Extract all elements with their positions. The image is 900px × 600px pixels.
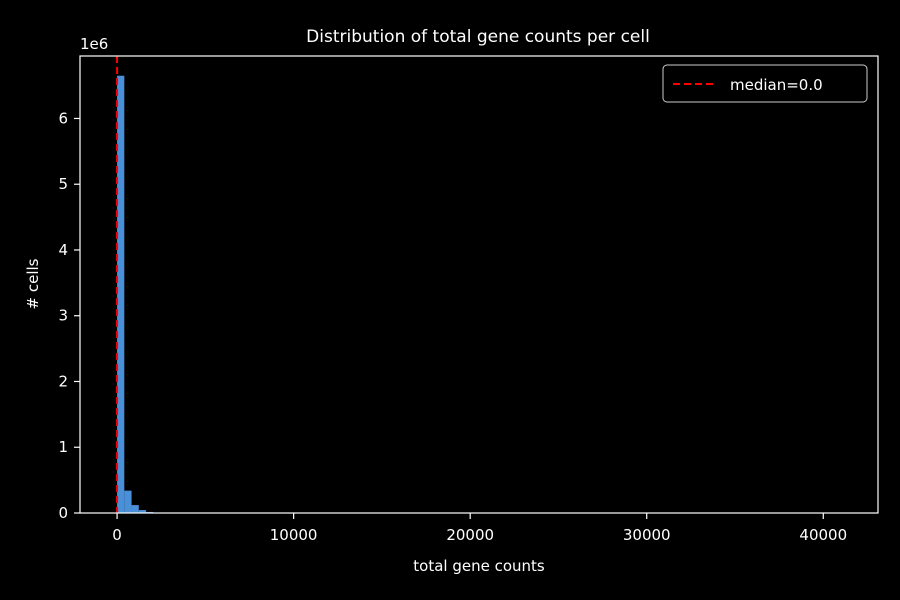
x-axis-ticks: 0 10000 20000 30000 40000: [112, 513, 847, 544]
x-axis-label: total gene counts: [413, 557, 545, 575]
legend: median=0.0: [662, 64, 868, 103]
histogram-bar-2: [131, 505, 139, 513]
y-axis-label: # cells: [24, 258, 42, 309]
x-tick-label-1: 10000: [270, 526, 318, 544]
histogram-bar-0: [117, 75, 125, 513]
y-tick-label-3: 3: [58, 307, 68, 325]
y-tick-label-6: 6: [58, 109, 68, 127]
y-axis-offset-label: 1e6: [80, 35, 108, 53]
histogram-bar-1: [124, 490, 132, 513]
y-tick-label-2: 2: [58, 372, 68, 390]
x-tick-label-4: 40000: [799, 526, 847, 544]
chart-title: Distribution of total gene counts per ce…: [306, 27, 650, 47]
x-tick-label-2: 20000: [446, 526, 494, 544]
plot-frame: [79, 55, 879, 514]
y-tick-label-4: 4: [58, 241, 68, 259]
x-tick-label-0: 0: [112, 526, 122, 544]
legend-median-label: median=0.0: [730, 76, 823, 94]
legend-box: [662, 64, 868, 103]
x-tick-label-3: 30000: [623, 526, 671, 544]
histogram-bar-3: [138, 510, 147, 513]
y-tick-label-1: 1: [58, 438, 68, 456]
y-tick-label-5: 5: [58, 175, 68, 193]
y-tick-label-0: 0: [58, 504, 68, 522]
y-axis-ticks: 0 1 2 3 4 5 6: [58, 109, 80, 522]
